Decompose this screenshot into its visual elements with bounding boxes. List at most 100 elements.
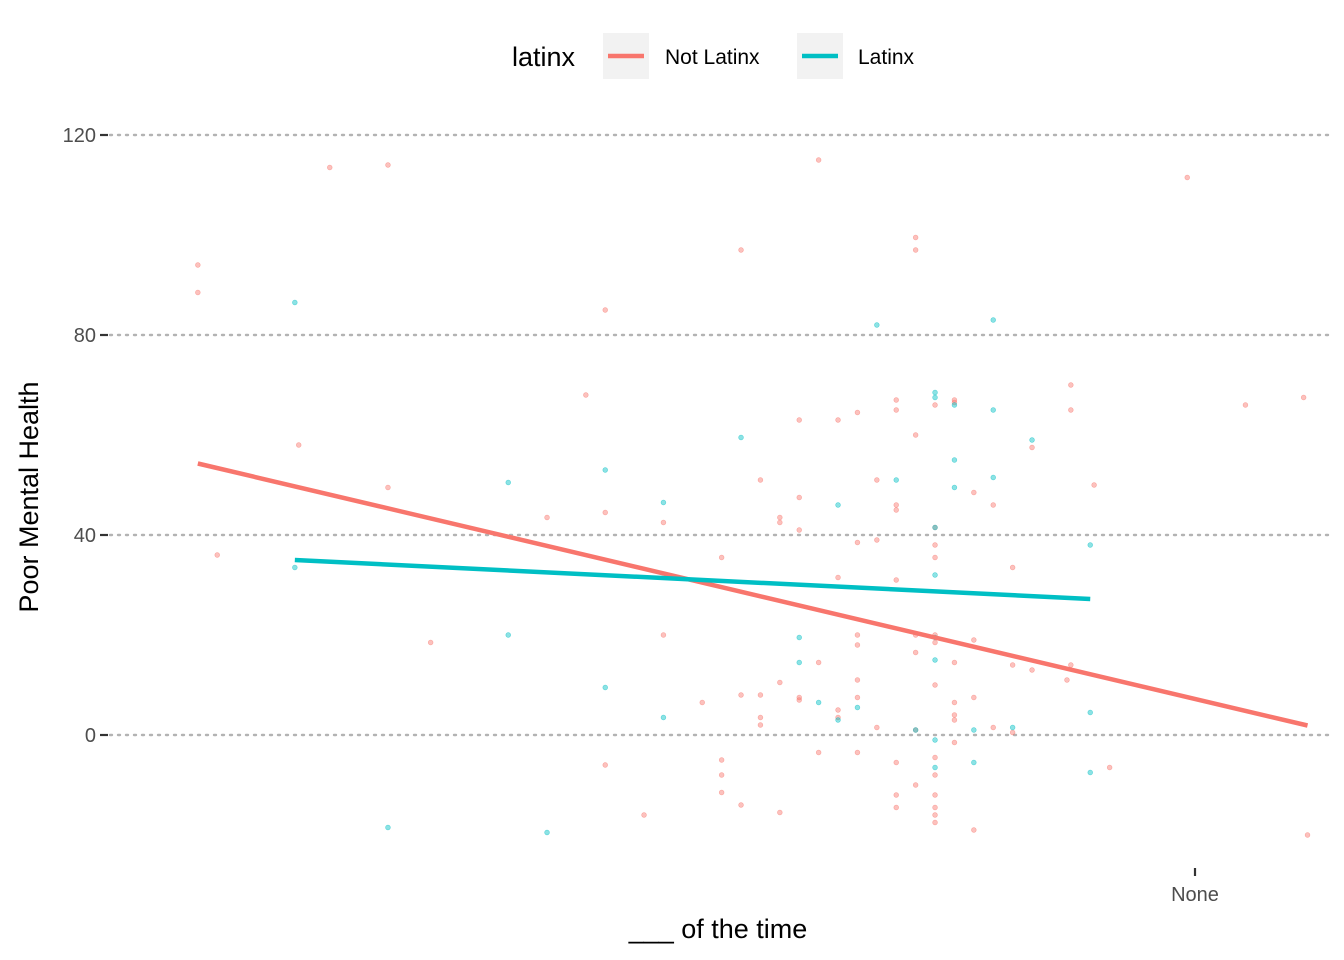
point-not-latinx bbox=[854, 409, 861, 416]
point-not-latinx bbox=[893, 407, 899, 413]
point-not-latinx bbox=[296, 442, 302, 448]
point-not-latinx bbox=[854, 749, 861, 756]
point-not-latinx bbox=[660, 632, 667, 638]
point-not-latinx bbox=[777, 519, 783, 526]
point-not-latinx bbox=[815, 659, 822, 666]
point-latinx bbox=[505, 632, 511, 638]
point-not-latinx bbox=[932, 754, 938, 761]
point-not-latinx bbox=[777, 514, 783, 521]
point-not-latinx bbox=[777, 679, 783, 686]
point-not-latinx bbox=[951, 659, 958, 666]
point-not-latinx bbox=[602, 509, 608, 516]
point-not-latinx bbox=[835, 707, 841, 713]
point-not-latinx bbox=[699, 699, 705, 706]
point-not-latinx bbox=[893, 502, 899, 508]
point-not-latinx bbox=[854, 694, 861, 701]
point-not-latinx bbox=[912, 432, 919, 438]
point-not-latinx bbox=[951, 712, 958, 718]
point-not-latinx bbox=[718, 772, 725, 778]
point-not-latinx bbox=[990, 502, 996, 508]
point-not-latinx bbox=[385, 484, 391, 491]
point-not-latinx bbox=[544, 514, 550, 521]
point-not-latinx bbox=[835, 574, 841, 581]
point-not-latinx bbox=[602, 307, 608, 313]
point-not-latinx bbox=[932, 639, 938, 646]
legend-label-not-latinx: Not Latinx bbox=[665, 46, 760, 69]
point-not-latinx bbox=[951, 717, 958, 723]
point-not-latinx bbox=[757, 714, 764, 721]
point-latinx bbox=[835, 717, 841, 723]
point-latinx bbox=[1009, 724, 1016, 731]
point-not-latinx bbox=[932, 804, 938, 811]
point-not-latinx bbox=[932, 402, 938, 408]
point-not-latinx bbox=[912, 247, 919, 253]
point-not-latinx bbox=[1068, 382, 1074, 388]
point-latinx bbox=[660, 714, 667, 721]
point-not-latinx bbox=[757, 477, 764, 483]
point-latinx bbox=[796, 634, 802, 641]
x-tick-label: None bbox=[1171, 884, 1219, 906]
point-not-latinx bbox=[971, 694, 977, 701]
point-not-latinx bbox=[777, 809, 783, 816]
point-not-latinx bbox=[912, 649, 919, 656]
legend-label-latinx: Latinx bbox=[858, 46, 915, 69]
point-not-latinx bbox=[195, 289, 201, 296]
point-latinx bbox=[874, 322, 880, 328]
point-latinx bbox=[990, 317, 996, 323]
point-not-latinx bbox=[718, 789, 725, 796]
point-not-latinx bbox=[738, 802, 744, 808]
point-not-latinx bbox=[1242, 402, 1249, 408]
point-not-latinx bbox=[893, 397, 899, 403]
point-not-latinx bbox=[854, 677, 861, 683]
y-tick-label-120: 120 bbox=[63, 125, 96, 147]
point-latinx bbox=[385, 824, 391, 831]
point-latinx bbox=[505, 479, 511, 486]
point-not-latinx bbox=[835, 417, 841, 423]
x-axis-title: ___ of the time bbox=[628, 914, 808, 944]
y-axis-title: Poor Mental Health bbox=[14, 381, 44, 612]
fit-line-latinx bbox=[294, 557, 1091, 602]
point-latinx bbox=[893, 477, 899, 483]
point-latinx bbox=[951, 457, 958, 463]
point-not-latinx bbox=[854, 642, 861, 648]
point-not-latinx bbox=[893, 792, 899, 798]
point-latinx bbox=[738, 434, 744, 441]
point-latinx bbox=[796, 659, 802, 666]
point-not-latinx bbox=[796, 417, 802, 423]
point-not-latinx bbox=[893, 507, 899, 513]
fit-lines bbox=[197, 461, 1309, 728]
point-not-latinx bbox=[951, 699, 958, 706]
point-not-latinx bbox=[796, 494, 802, 501]
point-not-latinx bbox=[874, 477, 880, 483]
point-latinx bbox=[1087, 709, 1093, 716]
point-not-latinx bbox=[214, 552, 220, 558]
point-latinx bbox=[951, 484, 958, 491]
point-latinx bbox=[602, 467, 608, 473]
point-not-latinx bbox=[1184, 174, 1190, 181]
point-latinx bbox=[815, 699, 822, 706]
point-not-latinx bbox=[641, 812, 647, 818]
legend-title: latinx bbox=[512, 42, 576, 72]
point-latinx bbox=[932, 572, 938, 578]
point-not-latinx bbox=[427, 639, 434, 646]
point-not-latinx bbox=[1304, 832, 1311, 838]
x-axis: None bbox=[1171, 868, 1219, 906]
point-latinx bbox=[990, 407, 996, 413]
point-not-latinx bbox=[990, 724, 996, 731]
point-not-latinx bbox=[757, 722, 764, 728]
point-latinx bbox=[932, 394, 938, 401]
data-points bbox=[195, 157, 1311, 838]
point-latinx bbox=[660, 499, 667, 506]
point-not-latinx bbox=[932, 812, 938, 818]
point-not-latinx bbox=[1106, 764, 1113, 771]
point-not-latinx bbox=[893, 577, 899, 583]
point-not-latinx bbox=[1300, 394, 1307, 401]
point-latinx bbox=[1087, 769, 1093, 776]
point-not-latinx bbox=[738, 692, 744, 698]
point-latinx bbox=[292, 564, 298, 571]
point-not-latinx bbox=[195, 262, 201, 268]
point-not-latinx bbox=[1068, 407, 1074, 413]
point-latinx bbox=[990, 474, 996, 481]
point-latinx bbox=[602, 684, 608, 691]
